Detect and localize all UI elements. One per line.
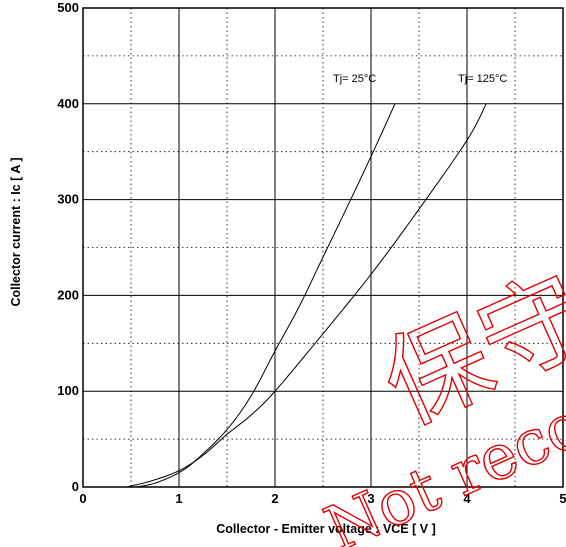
plot-frame	[82, 7, 564, 488]
x-tick-label: 0	[79, 491, 86, 506]
x-axis-title: Collector - Emitter voltage : VCE [ V ]	[216, 522, 435, 536]
x-tick-label: 2	[271, 491, 278, 506]
y-tick-label: 0	[72, 479, 79, 494]
x-tick-label: 3	[367, 491, 374, 506]
y-tick-label: 200	[57, 287, 79, 302]
series-label-tj125: Tj= 125°C	[458, 73, 507, 85]
series-lines	[126, 103, 487, 488]
y-tick-label: 300	[57, 192, 79, 207]
y-axis-title: Collector current : Ic [ A ]	[9, 157, 23, 306]
x-tick-label: 4	[463, 491, 471, 506]
series-label-tj25: Tj= 25°C	[333, 73, 376, 85]
x-tick-label: 1	[175, 491, 182, 506]
series-line-tj125	[126, 103, 487, 488]
x-tick-label: 5	[559, 491, 566, 506]
series-line-tj25	[135, 103, 396, 488]
y-tick-label: 500	[57, 0, 79, 15]
grid-lines	[83, 8, 563, 487]
tick-labels: 0 1 2 3 4 5 0 100 200 300 400 500	[57, 0, 566, 506]
y-tick-label: 400	[57, 96, 79, 111]
y-tick-label: 100	[57, 383, 79, 398]
watermark: 保守 Not reco	[314, 251, 566, 547]
